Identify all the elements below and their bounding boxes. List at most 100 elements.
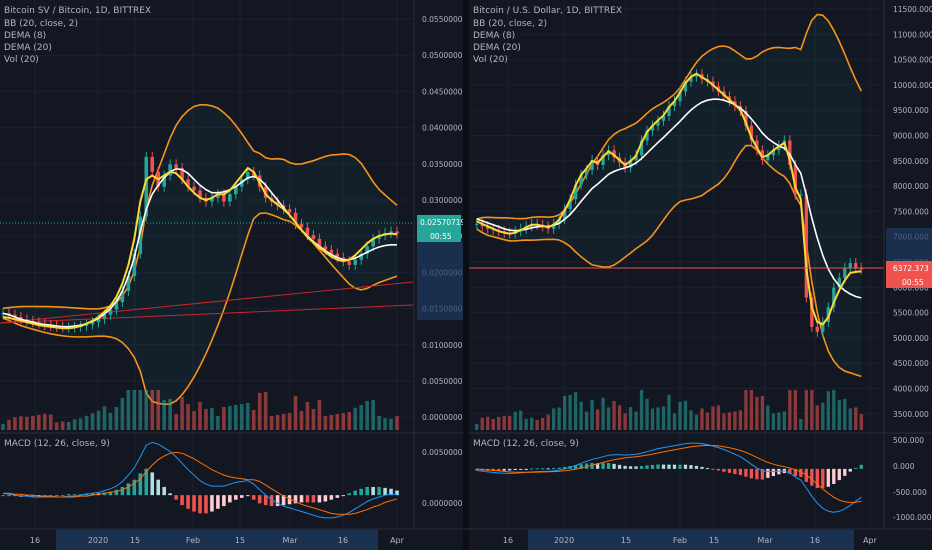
macd-histogram-bar [323, 495, 328, 502]
right-volume-bars [475, 390, 863, 430]
volume-bar [317, 399, 322, 430]
macd-histogram-bar [156, 479, 160, 496]
volume-bar [341, 412, 346, 430]
macd-histogram-bar [275, 495, 280, 507]
right-indicator-vol[interactable]: Vol (20) [473, 55, 508, 65]
candle-body [90, 322, 95, 325]
macd-histogram-bar [579, 464, 583, 469]
candle-body [667, 106, 671, 116]
macd-histogram-bar [359, 488, 363, 496]
panel-divider[interactable] [463, 0, 469, 550]
macd-tick-label: 0.000 [893, 462, 915, 471]
candle-body [799, 194, 803, 196]
left-countdown-badge [417, 229, 461, 242]
volume-bar [562, 395, 567, 430]
left-time-axis[interactable]: 16 2020 15 Feb 15 Mar 16 Apr [30, 536, 405, 545]
right-macd-label[interactable]: MACD (12, 26, close, 9) [473, 439, 579, 449]
macd-histogram-bar [755, 468, 759, 480]
volume-bar [689, 410, 693, 430]
left-trendline-1[interactable] [0, 281, 414, 324]
right-indicator-dema20[interactable]: DEMA (20) [473, 43, 521, 53]
left-indicator-dema20[interactable]: DEMA (20) [4, 43, 52, 53]
volume-bar [678, 401, 682, 430]
macd-histogram-bar [72, 494, 77, 496]
left-trendline-2[interactable] [0, 304, 414, 324]
volume-bar [541, 417, 545, 430]
volume-bar [606, 407, 611, 430]
volume-bar [535, 419, 539, 430]
volume-bar [311, 408, 316, 430]
macd-histogram-bar [716, 468, 721, 471]
right-countdown-value: 00:55 [902, 278, 924, 287]
candle-body [584, 169, 589, 175]
right-indicator-dema8[interactable]: DEMA (8) [473, 31, 515, 41]
volume-bar [854, 407, 858, 430]
time-tick-label: 16 [810, 536, 820, 545]
volume-bar [859, 414, 863, 430]
volume-bar [733, 411, 737, 430]
price-tick-label: 4000.000 [893, 385, 929, 394]
candle-body [661, 115, 666, 121]
candle-body [689, 76, 693, 82]
macd-histogram-bar [347, 493, 352, 496]
candle-body [590, 160, 594, 170]
candle-body [744, 111, 748, 126]
price-tick-label: 9000.000 [893, 132, 929, 141]
volume-bar [37, 414, 41, 430]
volume-bar [832, 390, 836, 430]
volume-bar [617, 405, 622, 430]
right-time-axis[interactable]: 16 2020 15 Feb 15 Mar 16 Apr [503, 536, 878, 545]
volume-bar [848, 408, 852, 430]
macd-histogram-bar [634, 466, 638, 469]
macd-histogram-bar [546, 468, 550, 470]
volume-bar [590, 399, 594, 430]
volume-bar [353, 407, 358, 430]
left-indicator-bb[interactable]: BB (20, close, 2) [4, 19, 78, 29]
time-tick-label: 2020 [88, 536, 108, 545]
time-tick-label: Mar [757, 536, 773, 545]
volume-bar [96, 410, 101, 430]
volume-bar [694, 414, 699, 430]
macd-histogram-bar [54, 495, 59, 497]
candle-body [634, 155, 638, 161]
volume-bar [513, 411, 517, 430]
macd-histogram-bar [1, 495, 5, 497]
macd-histogram-bar [760, 468, 765, 480]
volume-bar [683, 400, 688, 430]
candle-body [788, 140, 792, 165]
macd-histogram-bar [60, 495, 65, 497]
left-indicator-dema8[interactable]: DEMA (8) [4, 31, 46, 41]
macd-histogram-bar [508, 468, 512, 471]
macd-histogram-bar [711, 468, 715, 470]
left-chart-panel[interactable]: Bitcoin SV / Bitcoin, 1D, BITTREX BB (20… [0, 0, 468, 529]
right-macd-axis[interactable]: 500.000 0.000 -500.000 -1000.000 [893, 436, 932, 522]
left-last-price-badge [417, 215, 461, 229]
candle-body [19, 317, 23, 320]
volume-bar [329, 414, 334, 430]
volume-bar [744, 390, 748, 430]
volume-bar [815, 405, 819, 430]
macd-tick-label: 0.00000000 [422, 499, 468, 508]
macd-histogram-bar [639, 466, 644, 469]
candle-body [480, 223, 484, 227]
volume-bar [210, 407, 214, 430]
right-chart-panel[interactable]: Bitcoin / U.S. Dollar, 1D, BITTREX BB (2… [469, 0, 932, 529]
price-tick-label: 5000.000 [893, 334, 929, 343]
macd-histogram-bar [722, 468, 726, 472]
macd-histogram-bar [552, 468, 556, 470]
candle-body [102, 314, 107, 320]
volume-bar [90, 413, 95, 430]
right-countdown-badge [886, 275, 932, 288]
left-macd-axis[interactable]: 0.00500000 0.00000000 [422, 448, 468, 508]
volume-bar [727, 412, 732, 430]
candle-body [371, 238, 375, 247]
candle-body [174, 164, 178, 169]
right-indicator-bb[interactable]: BB (20, close, 2) [473, 19, 547, 29]
volume-bar [650, 408, 655, 430]
left-macd-label[interactable]: MACD (12, 26, close, 9) [4, 439, 110, 449]
volume-bar [595, 409, 600, 430]
left-indicator-vol[interactable]: Vol (20) [4, 55, 39, 65]
volume-bar [31, 415, 35, 430]
candle-body [810, 297, 814, 327]
